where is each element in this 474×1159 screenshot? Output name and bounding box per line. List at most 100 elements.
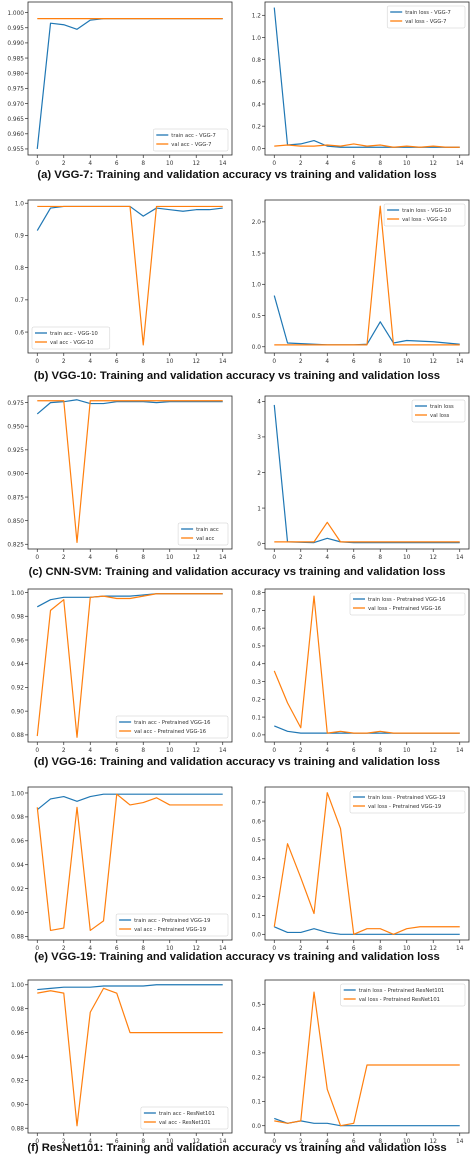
x-tick-label: 2 — [62, 359, 66, 365]
legend-label: val acc - Pretrained VGG-16 — [134, 729, 206, 735]
x-tick-label: 0 — [272, 1139, 276, 1145]
series-line-val — [273, 595, 460, 734]
caption-cnn-svm: (c) CNN-SVM: Training and validation acc… — [28, 566, 446, 578]
x-tick-label: 8 — [378, 1139, 382, 1145]
y-tick-label: 0.995 — [7, 26, 24, 32]
y-tick-label: 0.3 — [252, 680, 262, 686]
x-tick-label: 2 — [62, 946, 66, 952]
legend-label: train loss — [430, 404, 454, 410]
y-tick-label: 1.00 — [11, 983, 24, 989]
y-tick-label: 0.980 — [7, 71, 24, 77]
y-tick-label: 0.90 — [11, 1103, 24, 1109]
y-tick-label: 0.825 — [7, 543, 24, 549]
x-tick-label: 14 — [456, 748, 464, 754]
x-tick-label: 14 — [456, 359, 464, 365]
legend-label: val loss - VGG-7 — [405, 19, 446, 25]
x-tick-label: 6 — [115, 1139, 119, 1145]
x-tick-label: 10 — [166, 1139, 174, 1145]
y-tick-label: 0.0 — [252, 1124, 262, 1130]
chart-panel-9: 0.0 0.1 0.2 0.3 0.4 0.5 0.6 0.7 0 2 4 6 8 10 12 14 train… — [252, 786, 470, 952]
x-tick-label: 8 — [378, 946, 382, 952]
y-tick-label: 0.96 — [11, 638, 24, 644]
y-tick-label: 2.0 — [252, 220, 262, 226]
x-tick-label: 4 — [325, 359, 329, 365]
series-line-val — [274, 521, 460, 543]
x-tick-label: 6 — [352, 748, 356, 754]
x-tick-label: 10 — [403, 748, 411, 754]
chart-panel-2: 0.6 0.7 0.8 0.9 1.0 0 2 4 6 8 10 12 14 train acc - VG… — [15, 199, 233, 365]
y-tick-label: 0.6 — [15, 330, 25, 336]
x-tick-label: 12 — [430, 161, 438, 167]
legend: train loss - Pretrained VGG-16 val loss -… — [349, 592, 466, 616]
y-tick-label: 0.96 — [11, 1031, 24, 1037]
y-tick-label: 1.00 — [11, 591, 24, 597]
chart-panel-0: 0.955 0.960 0.965 0.970 0.975 0.980 0.985 0.990… — [7, 1, 233, 167]
y-tick-label: 0.1 — [252, 914, 262, 920]
x-tick-label: 14 — [219, 161, 227, 167]
x-tick-label: 2 — [299, 161, 303, 167]
y-tick-label: 0.90 — [11, 911, 24, 917]
x-tick-label: 2 — [62, 748, 66, 754]
caption-vgg19: (e) VGG-19: Training and validation accu… — [34, 951, 440, 963]
x-tick-label: 12 — [193, 359, 201, 365]
legend: train loss - VGG-10 val loss - VGG-10 — [383, 203, 466, 227]
y-tick-label: 0.5 — [252, 644, 262, 650]
x-tick-label: 8 — [378, 555, 382, 561]
y-tick-label: 2 — [257, 471, 261, 477]
x-tick-label: 4 — [88, 946, 92, 952]
legend-label: val loss - Pretrained VGG-16 — [368, 606, 441, 612]
y-tick-label: 0.96 — [11, 839, 24, 845]
legend-label: val loss - VGG-10 — [402, 217, 447, 223]
y-tick-label: 1.2 — [252, 14, 262, 20]
x-tick-label: 8 — [141, 161, 145, 167]
y-tick-label: 0.90 — [11, 709, 24, 715]
caption-vgg16: (d) VGG-16: Training and validation accu… — [33, 756, 441, 768]
chart-panel-4: 0.825 0.850 0.875 0.900 0.925 0.950 0.975 0 2 4 6 8… — [7, 395, 233, 561]
y-tick-label: 0.0 — [252, 147, 262, 153]
y-tick-label: 0 — [257, 542, 261, 548]
y-tick-label: 0.2 — [252, 698, 262, 704]
y-tick-label: 0.3 — [252, 1051, 262, 1057]
y-tick-label: 1.0 — [15, 202, 25, 208]
x-tick-label: 6 — [352, 1139, 356, 1145]
caption-vgg7: (a) VGG-7: Training and validation accur… — [37, 169, 437, 181]
y-tick-label: 0.875 — [7, 495, 24, 501]
y-tick-label: 0.4 — [252, 662, 262, 668]
x-tick-label: 4 — [88, 359, 92, 365]
y-tick-label: 0.0 — [252, 933, 262, 939]
x-tick-label: 2 — [62, 555, 66, 561]
y-tick-label: 0.0 — [252, 345, 262, 351]
chart-panel-3: 0.0 0.5 1.0 1.5 2.0 0 2 4 6 8 10 12 14 train loss - V… — [252, 199, 470, 365]
legend-label: train loss - VGG-10 — [402, 208, 451, 214]
y-tick-label: 0.8 — [252, 591, 262, 597]
x-tick-label: 0 — [35, 946, 39, 952]
x-tick-label: 10 — [403, 359, 411, 365]
y-tick-label: 1.5 — [252, 251, 262, 257]
x-tick-label: 4 — [325, 1139, 329, 1145]
x-tick-label: 2 — [299, 359, 303, 365]
x-tick-label: 2 — [299, 946, 303, 952]
x-tick-label: 10 — [403, 555, 411, 561]
series-line-train — [274, 926, 460, 935]
x-tick-label: 14 — [219, 555, 227, 561]
caption-vgg10: (b) VGG-10: Training and validation accu… — [33, 370, 441, 382]
y-tick-label: 0.990 — [7, 41, 24, 47]
x-tick-label: 8 — [378, 161, 382, 167]
legend: train acc - ResNet101 val acc - ResNet101 — [140, 1106, 229, 1130]
y-tick-label: 0.3 — [252, 876, 262, 882]
x-tick-label: 4 — [88, 748, 92, 754]
y-tick-label: 0.92 — [11, 686, 24, 692]
x-tick-label: 14 — [456, 555, 464, 561]
x-tick-label: 14 — [219, 1139, 227, 1145]
legend-box — [140, 1106, 229, 1130]
legend-label: val acc - ResNet101 — [159, 1120, 211, 1126]
legend-box — [31, 326, 111, 350]
legend-box — [115, 715, 229, 739]
y-tick-label: 0.8 — [252, 58, 262, 64]
chart-panel-7: 0.0 0.1 0.2 0.3 0.4 0.5 0.6 0.7 0.8 0 2 4 6 8 10 12 14 tr… — [252, 588, 470, 754]
x-tick-label: 14 — [219, 946, 227, 952]
x-tick-label: 14 — [219, 748, 227, 754]
x-tick-label: 0 — [272, 161, 276, 167]
x-tick-label: 12 — [193, 161, 201, 167]
caption-resnet101: (f) ResNet101: Training and validation a… — [27, 1142, 447, 1154]
